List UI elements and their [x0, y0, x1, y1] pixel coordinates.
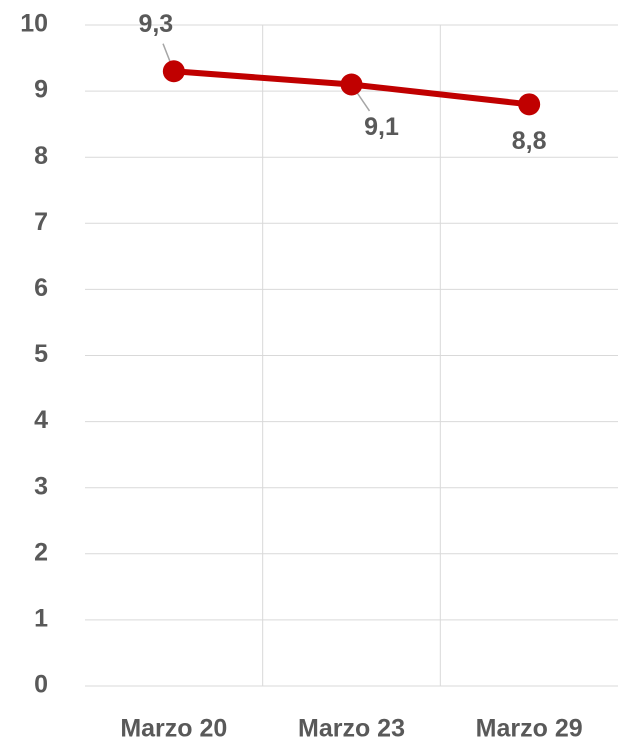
data-label: 9,3: [138, 10, 173, 38]
y-tick-label: 7: [34, 208, 48, 236]
y-tick-label: 2: [34, 538, 48, 566]
y-tick-label: 0: [34, 671, 48, 699]
y-tick-label: 6: [34, 274, 48, 302]
y-tick-label: 1: [34, 605, 48, 633]
y-tick-label: 4: [34, 406, 48, 434]
data-label: 9,1: [364, 113, 399, 141]
marker: [518, 93, 541, 116]
y-tick-label: 5: [34, 340, 48, 368]
marker: [340, 73, 363, 96]
y-tick-label: 9: [34, 76, 48, 104]
y-tick-label: 3: [34, 472, 48, 500]
x-tick-label: Marzo 29: [476, 715, 583, 743]
data-label: 8,8: [512, 127, 547, 155]
x-tick-label: Marzo 23: [298, 715, 405, 743]
marker: [162, 60, 185, 83]
x-tick-label: Marzo 20: [120, 715, 227, 743]
y-tick-label: 8: [34, 142, 48, 170]
y-tick-label: 10: [20, 10, 48, 38]
